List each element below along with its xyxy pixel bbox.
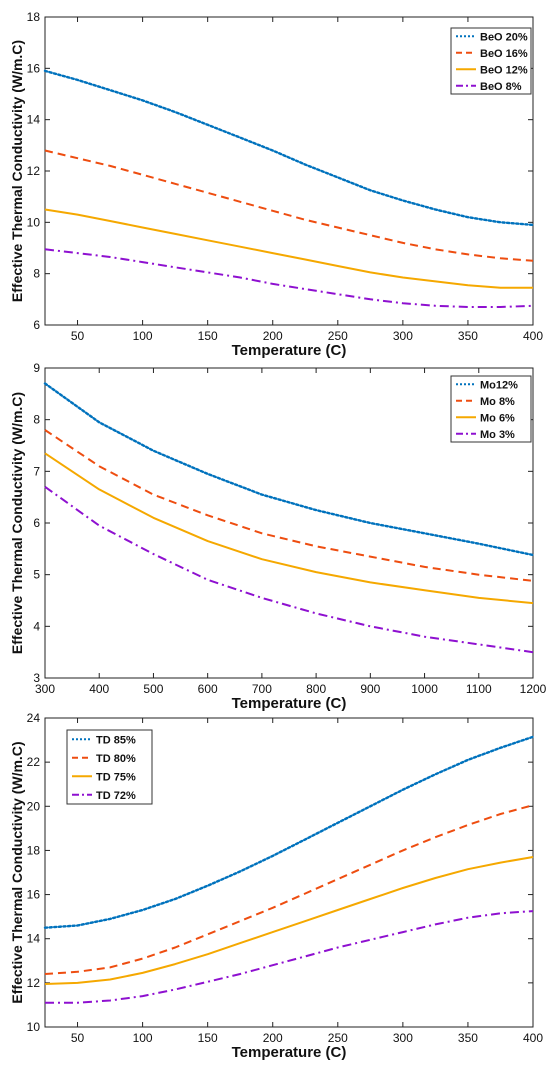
legend-box: [450, 27, 532, 95]
legend-label: BeO 16%: [480, 48, 528, 60]
y-tick-label: 6: [33, 318, 40, 332]
legend-box: [66, 729, 153, 805]
legend-label: TD 75%: [96, 771, 136, 783]
x-tick-label: 200: [263, 1031, 283, 1045]
series-line-4: [44, 485, 534, 654]
x-tick-label: 50: [71, 1031, 85, 1045]
series-line-1: [43, 69, 535, 227]
series-line-4: [45, 910, 534, 1004]
x-tick-label: 400: [523, 329, 543, 343]
legend-label: BeO 8%: [480, 81, 522, 93]
x-axis-label: Temperature (C): [232, 1044, 347, 1061]
x-tick-label: 100: [133, 1031, 153, 1045]
y-tick-label: 24: [27, 711, 41, 725]
y-tick-label: 18: [27, 10, 41, 24]
y-tick-label: 8: [33, 267, 40, 281]
y-axis-label: Effective Thermal Conductivity (W/m.C): [9, 392, 25, 654]
x-tick-label: 600: [198, 682, 218, 696]
y-axis-label: Effective Thermal Conductivity (W/m.C): [9, 40, 25, 302]
x-tick-label: 1100: [466, 682, 492, 696]
x-tick-label: 900: [360, 682, 380, 696]
y-tick-label: 5: [33, 568, 40, 582]
x-tick-label: 150: [198, 1031, 218, 1045]
x-tick-label: 250: [328, 329, 348, 343]
x-axis-label: Temperature (C): [232, 342, 347, 359]
legend: BeO 20% BeO 16% BeO 12% BeO 8%: [450, 27, 532, 95]
legend: TD 85% TD 80% TD 75% TD 72%: [66, 729, 153, 805]
plot-frame: [44, 717, 534, 1028]
legend-label: Mo 8%: [480, 396, 515, 408]
x-tick-label: 400: [89, 682, 109, 696]
chart-panel-1: 50 100 150 200 250 300 350 400 6 8 10 12 14 16 18 Tempe…: [9, 10, 543, 359]
x-axis-label: Temperature (C): [232, 695, 347, 712]
series-line-2: [44, 804, 534, 975]
y-tick-label: 9: [33, 361, 40, 375]
y-tick-label: 22: [27, 755, 41, 769]
x-tick-label: 350: [458, 1031, 478, 1045]
chart-panel-2: 300 400 500 600 700 800 900 1000 1100 1200 3 4 5 6 7 8 9…: [9, 361, 547, 712]
chart-panel-3: 50 100 150 200 250 300 350 400 10 12 14 16 18 20 22 24 T…: [9, 711, 543, 1061]
x-tick-label: 100: [133, 329, 153, 343]
legend-label: BeO 12%: [480, 64, 528, 76]
y-tick-label: 10: [27, 215, 41, 229]
x-tick-label: 700: [252, 682, 272, 696]
y-tick-label: 16: [27, 888, 41, 902]
y-tick-label: 20: [27, 799, 41, 813]
x-tick-label: 800: [306, 682, 326, 696]
y-tick-label: 14: [27, 113, 41, 127]
y-tick-label: 12: [27, 164, 41, 178]
x-tick-label: 150: [198, 329, 218, 343]
legend-label: Mo 6%: [480, 412, 515, 424]
y-tick-label: 7: [33, 464, 40, 478]
x-tick-label: 500: [143, 682, 163, 696]
series-line-3: [44, 208, 533, 289]
y-tick-label: 6: [33, 516, 40, 530]
x-tick-label: 400: [523, 1031, 543, 1045]
y-tick-label: 12: [27, 976, 41, 990]
y-tick-label: 18: [27, 843, 41, 857]
x-tick-label: 250: [328, 1031, 348, 1045]
series-line-3: [44, 452, 534, 605]
x-tick-label: 350: [458, 329, 478, 343]
legend-label: TD 80%: [96, 753, 136, 765]
legend-label: Mo 3%: [480, 429, 515, 441]
y-tick-label: 14: [27, 932, 41, 946]
series-line-1: [43, 382, 535, 557]
legend-box: [450, 375, 532, 443]
x-tick-label: 300: [393, 1031, 413, 1045]
series-line-2: [44, 429, 534, 582]
x-tick-label: 300: [393, 329, 413, 343]
series-line-3: [44, 856, 534, 985]
series-line-2: [44, 149, 534, 262]
x-tick-label: 300: [35, 682, 55, 696]
y-tick-label: 8: [33, 413, 40, 427]
series-line-1: [43, 735, 535, 929]
y-axis-label: Effective Thermal Conductivity (W/m.C): [9, 741, 25, 1003]
y-tick-label: 10: [27, 1020, 41, 1034]
y-tick-label: 16: [27, 61, 41, 75]
x-tick-label: 50: [71, 329, 85, 343]
x-tick-label: 200: [263, 329, 283, 343]
x-tick-label: 1200: [520, 682, 547, 696]
legend-label: TD 85%: [96, 734, 136, 746]
legend: Mo12% Mo 8% Mo 6% Mo 3%: [450, 375, 532, 443]
y-tick-label: 4: [33, 619, 40, 633]
legend-label: TD 72%: [96, 790, 136, 802]
legend-label: BeO 20%: [480, 31, 528, 43]
x-tick-label: 1000: [411, 682, 438, 696]
legend-label: Mo12%: [480, 379, 518, 391]
series-line-4: [44, 248, 534, 308]
y-tick-label: 3: [33, 671, 40, 685]
